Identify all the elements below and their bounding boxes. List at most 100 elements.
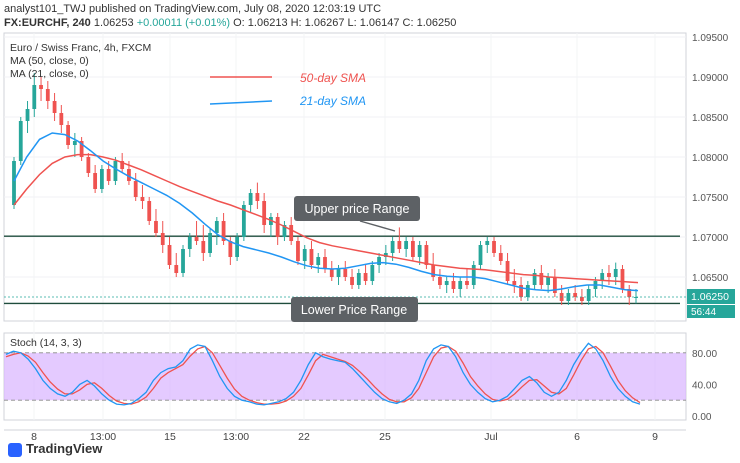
candle-body [255,193,260,201]
candle-body [438,277,442,285]
upper-range-pointer [359,220,396,232]
x-tick-label: 13:00 [90,431,116,443]
x-tick-label: 25 [379,431,391,443]
candle-body [525,285,530,297]
candle-body [580,297,584,301]
candle-body [296,241,300,261]
x-tick-label: 22 [298,431,310,443]
candle-body [390,241,395,253]
candle-body [465,281,469,285]
candle-body [93,173,98,189]
candle-body [424,245,429,265]
legend-sma21-swatch [209,100,273,105]
candle-body [214,221,219,233]
candle-body [167,245,172,265]
candle-body [417,245,422,257]
candle-body [363,273,368,281]
tradingview-logo[interactable]: TradingView [8,441,102,457]
candle-body [208,233,212,253]
countdown-value: 56:44 [691,307,716,318]
candle-body [498,253,503,261]
stoch-k-line [5,342,641,406]
candle-body [532,273,537,285]
candle-body [600,273,605,281]
candle-body [194,237,199,241]
candle-body [485,241,490,245]
candle-body [586,289,591,301]
x-tick-label: Jul [484,431,497,443]
candle-body [154,221,158,233]
candle-body [72,141,77,145]
candle-body [397,241,402,249]
candle-body [478,245,483,265]
stoch-y-tick: 80.00 [692,349,717,360]
candle-body [201,241,206,253]
candle-body [492,241,496,253]
candle-body [343,269,348,277]
candle-body [120,161,125,169]
candle-body [383,253,388,257]
x-tick-label: 13:00 [223,431,249,443]
candle-body [275,217,280,237]
candle-body [323,257,327,269]
price-change: +0.00011 (+0.01%) [136,17,231,29]
candle-body [106,169,111,181]
candle-body [512,281,517,285]
publish-info: analyst101_TWJ published on TradingView.… [4,3,382,15]
y-tick-label: 1.09500 [692,33,729,44]
candle-body [329,269,334,277]
x-tick-label: 8 [31,431,37,443]
candle-body [45,89,50,101]
candle-body [228,241,233,257]
stoch-label: Stoch (14, 3, 3) [10,337,82,349]
x-tick-label: 9 [652,431,658,443]
lower-range-label: Lower Price Range [301,303,407,317]
x-tick-label: 15 [164,431,176,443]
candle-body [174,265,179,273]
ohlc-values: O: 1.06213 H: 1.06267 L: 1.06147 C: 1.06… [233,17,457,29]
symbol: FX:EURCHF, 240 [4,17,91,29]
candle-body [370,265,375,281]
y-tick-label: 1.09000 [692,73,729,84]
legend-sma21-label: 21-day SMA [299,94,366,108]
sma50-line [13,153,639,284]
y-tick-label: 1.06500 [692,273,729,284]
candle-body [519,285,523,297]
candle-body [634,297,638,298]
candle-body [350,277,354,285]
candle-body [620,269,625,289]
candle-body [336,269,341,277]
candle-body [12,161,16,205]
candle-body [52,101,57,113]
candle-body [471,265,476,285]
current-price-tag [687,289,735,304]
candle-body [552,277,557,293]
candle-body [32,85,37,109]
candle-body [289,225,294,241]
last-price: 1.06253 [93,17,134,29]
symbol-info: FX:EURCHF, 240 1.06253 +0.00011 (+0.01%)… [4,17,456,29]
stoch-y-tick: 0.00 [692,412,712,423]
y-tick-label: 1.07000 [692,233,729,244]
candle-body [627,289,632,297]
candle-body [86,157,91,173]
candle-body [356,273,361,285]
countdown-tag [687,305,735,318]
candle-body [25,109,30,121]
candle-body [18,121,23,161]
upper-range-label: Upper price Range [305,202,410,216]
candle-body [458,281,463,289]
candle-body [241,205,246,237]
candle-body [613,269,618,277]
sma21-line [13,132,639,292]
candle-body [282,225,287,237]
brand-name: TradingView [26,441,103,456]
candle-body [221,221,226,241]
candle-body [377,257,381,265]
candle-body [539,273,544,285]
candle-body [147,201,152,221]
candle-body [607,273,611,277]
candle-body [505,261,510,281]
candle-body [66,125,70,145]
